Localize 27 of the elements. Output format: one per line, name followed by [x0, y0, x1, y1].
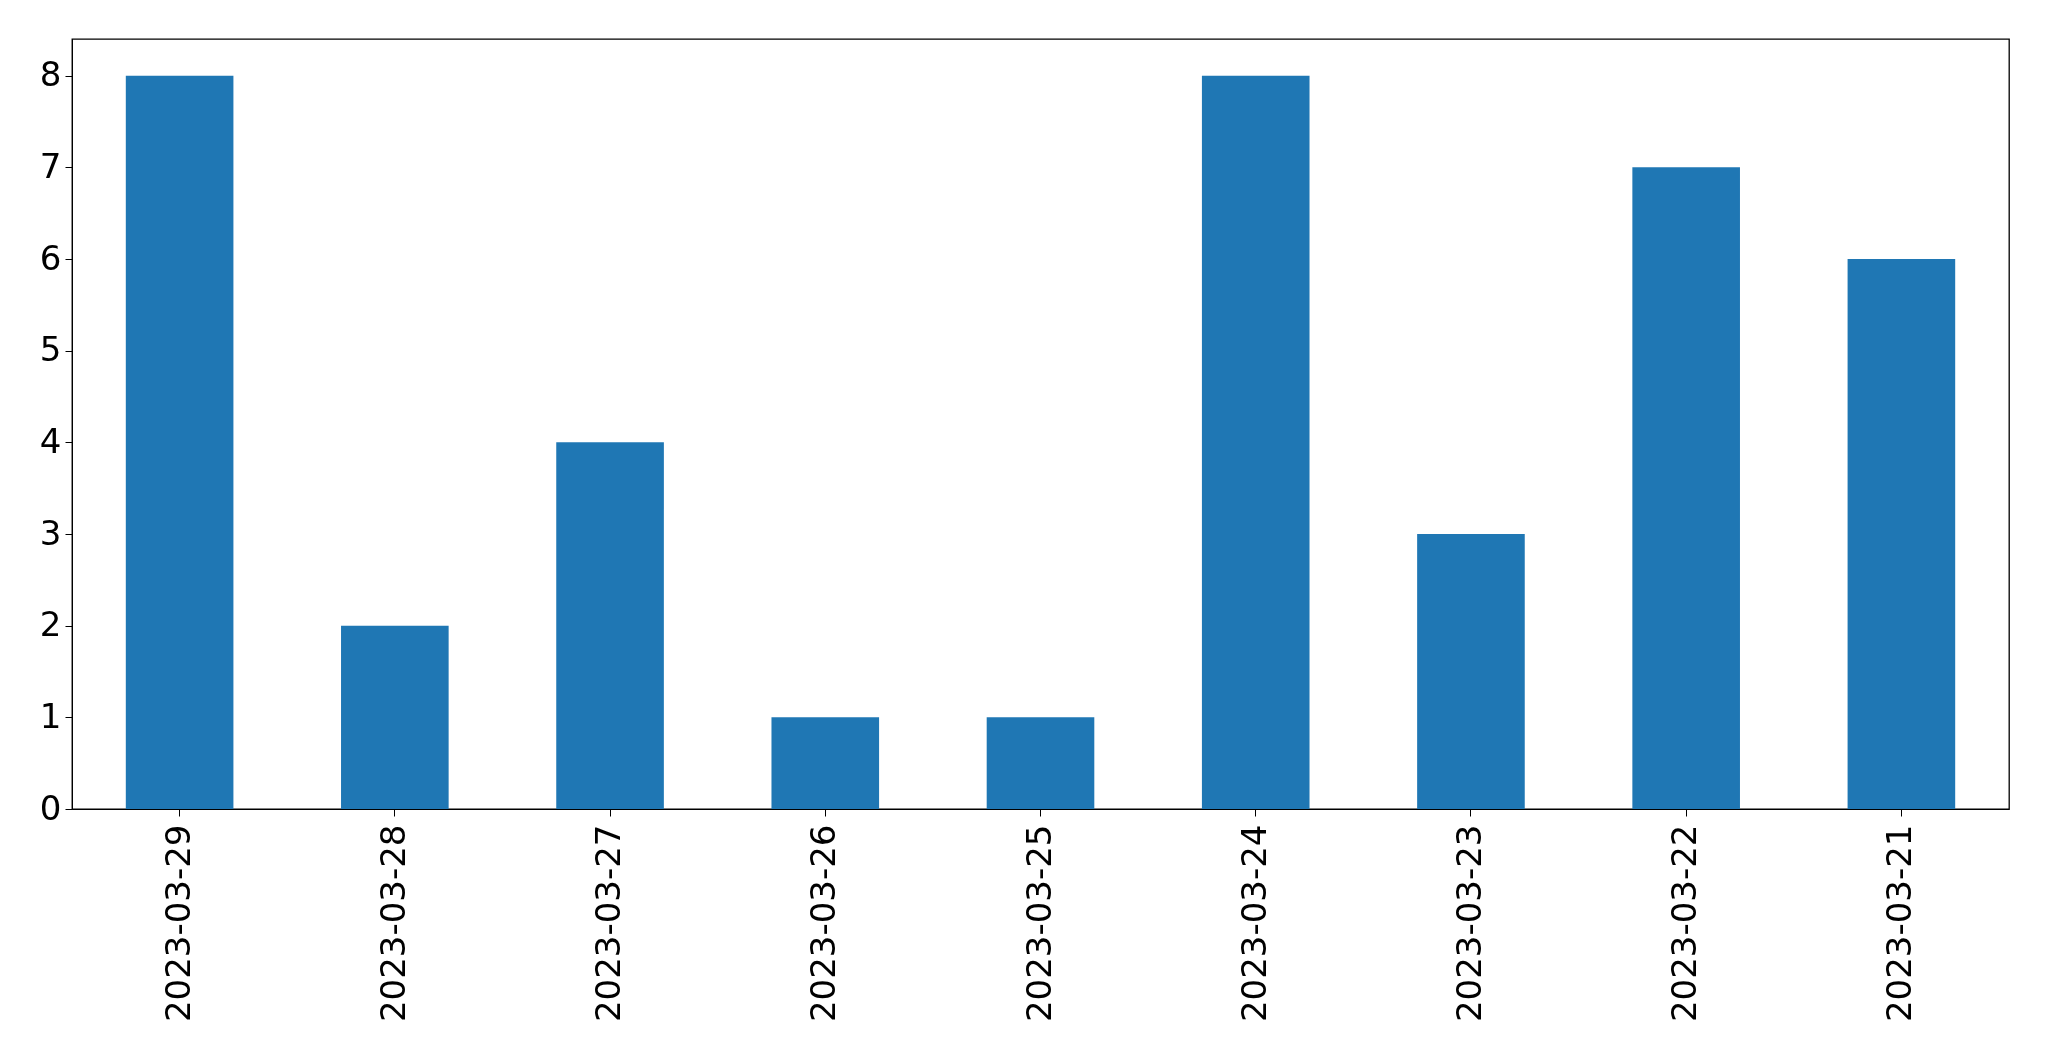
y-tick-label: 0 — [39, 787, 62, 828]
x-tick-label: 2023-03-28 — [372, 824, 413, 1023]
y-tick-label: 4 — [39, 420, 62, 461]
bar — [341, 625, 449, 809]
bar — [771, 717, 880, 809]
y-tick-label: 5 — [39, 329, 62, 370]
x-tick-label: 2023-03-27 — [588, 824, 629, 1023]
bar — [125, 75, 234, 809]
bar — [1417, 534, 1525, 809]
y-tick-label: 8 — [39, 54, 62, 95]
bar — [556, 442, 664, 809]
y-tick-label: 7 — [39, 145, 62, 186]
x-tick-label: 2023-03-25 — [1018, 824, 1059, 1023]
bar — [1847, 259, 1956, 809]
y-tick-label: 6 — [39, 237, 62, 278]
x-tick-label: 2023-03-26 — [803, 824, 844, 1023]
x-tick-label: 2023-03-23 — [1448, 824, 1489, 1023]
x-tick-label: 2023-03-21 — [1879, 824, 1920, 1023]
x-tick-label: 2023-03-24 — [1233, 824, 1274, 1023]
y-tick-label: 3 — [39, 512, 62, 553]
x-tick-label: 2023-03-29 — [157, 824, 198, 1023]
x-tick-label: 2023-03-22 — [1664, 824, 1705, 1023]
y-tick-label: 2 — [39, 604, 62, 645]
bar — [1632, 167, 1740, 809]
bar — [1201, 75, 1310, 809]
bar — [986, 717, 1095, 809]
y-tick-label: 1 — [39, 695, 62, 736]
